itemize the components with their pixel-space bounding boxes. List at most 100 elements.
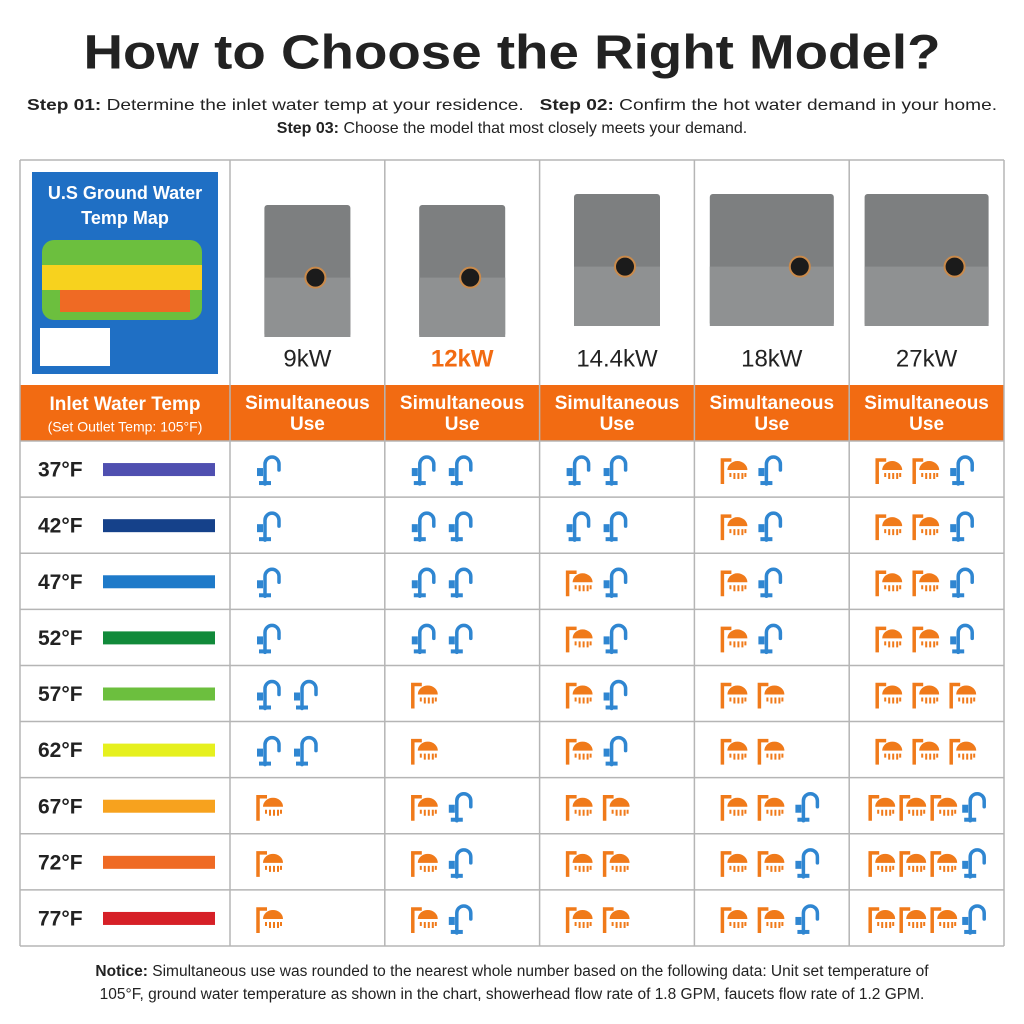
product-panel [864, 266, 989, 326]
faucet-icon [603, 455, 628, 486]
shower-head [764, 797, 785, 807]
faucet-icon [257, 567, 281, 599]
faucet-handle [795, 860, 802, 869]
shower-drops [884, 585, 902, 592]
shower-drops [939, 921, 957, 928]
shower-drops [611, 865, 629, 872]
map-inset [40, 328, 110, 366]
faucet-shape [455, 623, 473, 655]
shower-drops [265, 865, 282, 872]
shower-icon [930, 794, 958, 821]
faucet-handle [257, 748, 263, 757]
shower-icon [875, 626, 903, 653]
faucet-icon [758, 455, 783, 486]
faucet-shape [609, 567, 628, 599]
faucet-handle [448, 916, 455, 925]
column-label: Simultaneous [710, 393, 835, 414]
faucet-base [259, 649, 271, 654]
title: How to Choose the Right Model? [84, 27, 941, 80]
faucet-icon [758, 623, 783, 655]
shower-head [727, 629, 748, 639]
shower-pipe [899, 907, 911, 933]
shower-drops [884, 529, 902, 536]
shower-icon [912, 626, 940, 653]
shower-icon [720, 570, 748, 597]
shower-icon [720, 851, 748, 877]
shower-icon [949, 682, 977, 709]
faucet-handle [257, 692, 263, 701]
shower-icon [256, 794, 283, 821]
faucet-icon [411, 567, 436, 599]
shower-head [417, 685, 438, 695]
shower-head [919, 461, 940, 471]
faucet-icon [962, 848, 986, 879]
shower-drops [908, 809, 926, 816]
shower-pipe [720, 738, 732, 765]
faucet-icon [795, 791, 820, 823]
faucet-shape [263, 567, 281, 599]
faucet-handle [257, 636, 263, 645]
faucet-icon [758, 567, 783, 599]
shower-pipe [720, 851, 732, 877]
shower-drops [574, 921, 592, 928]
shower-drops [611, 921, 629, 928]
shower-drops [766, 865, 784, 872]
faucet-shape [263, 455, 281, 486]
shower-drops [877, 809, 895, 816]
shower-icon [411, 794, 438, 821]
shower-head [263, 797, 283, 807]
table: U.S Ground Water Temp Map Inlet Water Temp… [19, 159, 1005, 947]
shower-head [956, 685, 977, 695]
shower-drops [574, 641, 592, 648]
shower-drops [265, 809, 282, 816]
shower-pipe [256, 907, 267, 933]
column-label: Simultaneous [864, 393, 989, 414]
faucet-shape [609, 623, 628, 655]
faucet-icon [448, 511, 473, 542]
shower-icon [602, 794, 630, 821]
faucet-icon [950, 455, 974, 486]
shower-pipe [720, 570, 732, 597]
shower-drops [729, 865, 747, 872]
faucet-handle [795, 804, 802, 813]
shower-pipe [565, 626, 577, 653]
faucet-shape [764, 567, 783, 599]
faucet-shape [609, 679, 628, 711]
shower-head [919, 685, 940, 695]
faucet-base [964, 929, 977, 934]
shower-icon [875, 514, 903, 541]
faucet-icon [950, 567, 974, 599]
faucet-icon [603, 679, 628, 711]
shower-icon [757, 682, 785, 709]
faucet-shape [764, 511, 783, 542]
faucet-base [413, 537, 426, 542]
temp-color-bar [103, 799, 215, 813]
steps-line-1: Step 01: Determine the inlet water temp … [27, 97, 997, 114]
faucet-icon [448, 567, 473, 599]
shower-icon [875, 738, 903, 765]
map-band [60, 290, 190, 312]
shower-drops [729, 641, 747, 648]
shower-drops [921, 529, 939, 536]
shower-pipe [565, 851, 577, 877]
column-label: Use [445, 414, 480, 435]
faucet-shape [455, 455, 473, 486]
shower-drops [419, 865, 437, 872]
faucet-shape [263, 511, 281, 542]
shower-pipe [930, 851, 942, 877]
step-label: Step 03: [277, 120, 339, 137]
map-title: Temp Map [81, 208, 169, 228]
shower-head [882, 685, 903, 695]
shower-pipe [757, 851, 769, 877]
shower-head [727, 517, 748, 527]
shower-icon [868, 851, 896, 877]
temp-label: 52°F [38, 627, 83, 650]
step-label: Step 01: [27, 97, 101, 114]
faucet-icon [566, 455, 591, 486]
faucet-icon [962, 791, 986, 823]
shower-drops [419, 921, 437, 928]
shower-pipe [949, 682, 961, 709]
faucet-handle [448, 804, 455, 813]
shower-pipe [565, 738, 577, 765]
